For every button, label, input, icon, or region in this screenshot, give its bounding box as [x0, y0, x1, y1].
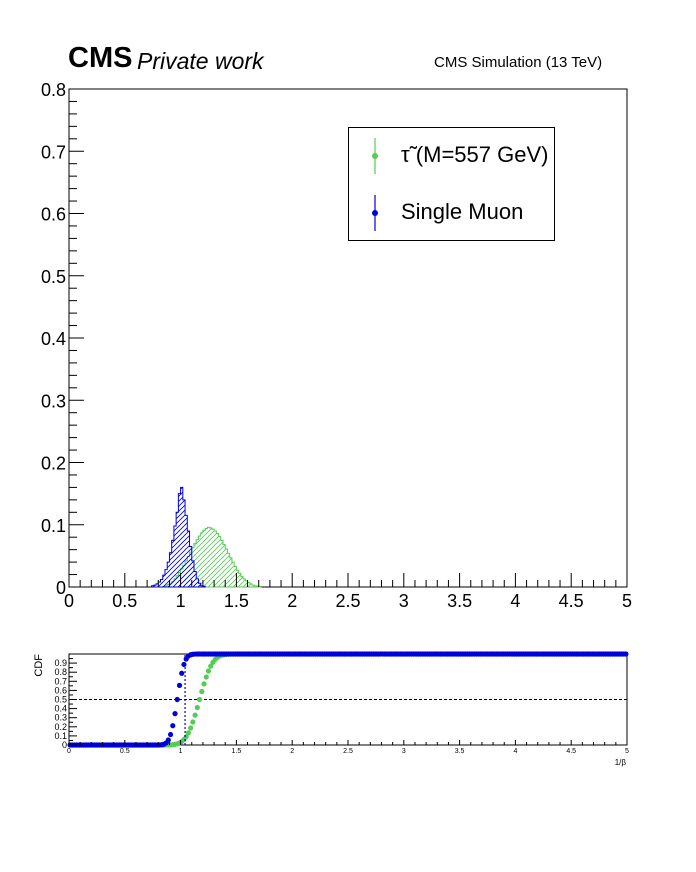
x-tick-label: 3.5 — [447, 591, 472, 611]
private-work-label: Private work — [137, 48, 264, 74]
x-tick-label: 0.5 — [112, 591, 137, 611]
y-tick-label: 0 — [56, 578, 66, 598]
cdf-x-tick-label: 0.5 — [120, 748, 130, 755]
cdf-point-series-1 — [181, 661, 187, 668]
main-plot: 0 0.5 1 1.5 2 2.5 3 3.5 4 4.5 5 0 0.1 0.2 0.3 0.4 0.5 0.6… — [41, 80, 632, 611]
cdf-point-series-1 — [170, 723, 176, 729]
cdf-x-tick-label: 2.5 — [343, 748, 353, 755]
cdf-y-tick-label: 0.7 — [54, 676, 67, 686]
cdf-x-tick-label: 3 — [402, 748, 406, 755]
cdf-x-tick-label: 2 — [290, 748, 294, 755]
cdf-point-series-1 — [174, 696, 180, 703]
cdf-x-tick-label: 4.5 — [566, 748, 576, 755]
cdf-y-tick-label: 0.5 — [54, 695, 67, 705]
legend-entry-stau: τ̃ (M=557 GeV) — [349, 128, 556, 185]
histogram-series-1 — [151, 486, 206, 588]
x-tick-label: 0 — [64, 591, 74, 611]
cms-label: CMS — [68, 42, 133, 74]
x-tick-label: 3 — [399, 591, 409, 611]
cdf-plot-frame — [68, 653, 628, 746]
cdf-y-tick-label: 0 — [62, 740, 67, 750]
cdf-x-tick-label: 1.5 — [232, 748, 242, 755]
cdf-x-tick-label: 4 — [513, 748, 517, 755]
cdf-point-series-0 — [194, 704, 200, 711]
x-tick-label: 4 — [510, 591, 520, 611]
cdf-x-tick-label: 0 — [67, 748, 71, 755]
cdf-y-tick-label: 0.9 — [54, 658, 67, 668]
cdf-point-series-0 — [205, 668, 212, 674]
y-tick-label: 0.3 — [41, 391, 66, 411]
legend-label-muon: Single Muon — [401, 199, 524, 224]
y-tick-label: 0.2 — [41, 454, 66, 474]
cdf-y-tick-label: 0.2 — [54, 722, 67, 732]
cdf-point-series-0 — [201, 681, 207, 687]
x-tick-label: 2.5 — [335, 591, 360, 611]
cdf-x-axis-label: 1/β — [615, 758, 627, 767]
cdf-x-tick-label: 1 — [179, 748, 183, 755]
cdf-point-series-0 — [203, 674, 209, 680]
cdf-point-series-0 — [199, 688, 205, 695]
legend-marker-stau — [372, 138, 378, 174]
x-tick-label: 1 — [176, 591, 186, 611]
cdf-point-series-1 — [172, 711, 178, 717]
cdf-point-series-0 — [188, 725, 194, 731]
y-tick-label: 0.4 — [41, 329, 66, 349]
cdf-y-tick-label: 0.8 — [54, 667, 67, 677]
y-tick-label: 0.6 — [41, 205, 66, 225]
cdf-point-series-1 — [623, 651, 629, 657]
y-tick-label: 0.8 — [41, 80, 66, 100]
cdf-point-series-0 — [196, 696, 203, 703]
cdf-x-tick-label: 3.5 — [455, 748, 465, 755]
cdf-point-series-1 — [167, 731, 174, 738]
legend-label-stau: τ̃ (M=557 GeV) — [401, 142, 549, 167]
x-tick-label: 2 — [287, 591, 297, 611]
x-tick-label: 1.5 — [224, 591, 249, 611]
cdf-point-series-1 — [165, 737, 171, 743]
cdf-x-tick-label: 5 — [625, 748, 629, 755]
y-tick-label: 0.5 — [41, 267, 66, 287]
cdf-y-tick-label: 0.4 — [54, 704, 67, 714]
cdf-y-tick-label: 0.3 — [54, 713, 67, 723]
cdf-point-series-0 — [190, 719, 196, 725]
y-tick-label: 0.7 — [41, 142, 66, 162]
cdf-y-tick-label: 0.1 — [54, 731, 67, 741]
cdf-y-tick-label: 0.6 — [54, 685, 67, 695]
cdf-point-series-0 — [208, 663, 214, 669]
x-tick-label: 5 — [622, 591, 632, 611]
legend-entry-muon: Single Muon — [349, 185, 556, 242]
x-tick-label: 4.5 — [559, 591, 584, 611]
cdf-plot: 0 0.5 1 1.5 2 2.5 3 3.5 4 4.5 500.10.20.30.40.50.6… — [33, 651, 629, 767]
cdf-y-axis-label: CDF — [33, 654, 45, 677]
legend-marker-muon — [372, 195, 378, 231]
simulation-label: CMS Simulation (13 TeV) — [434, 54, 603, 71]
cdf-point-series-1 — [179, 670, 185, 676]
cdf-point-series-0 — [185, 730, 192, 736]
cdf-point-series-1 — [176, 682, 183, 688]
legend: τ̃ (M=557 GeV) Single Muon — [348, 127, 555, 241]
y-tick-label: 0.1 — [41, 516, 66, 536]
cdf-point-series-0 — [192, 712, 198, 718]
